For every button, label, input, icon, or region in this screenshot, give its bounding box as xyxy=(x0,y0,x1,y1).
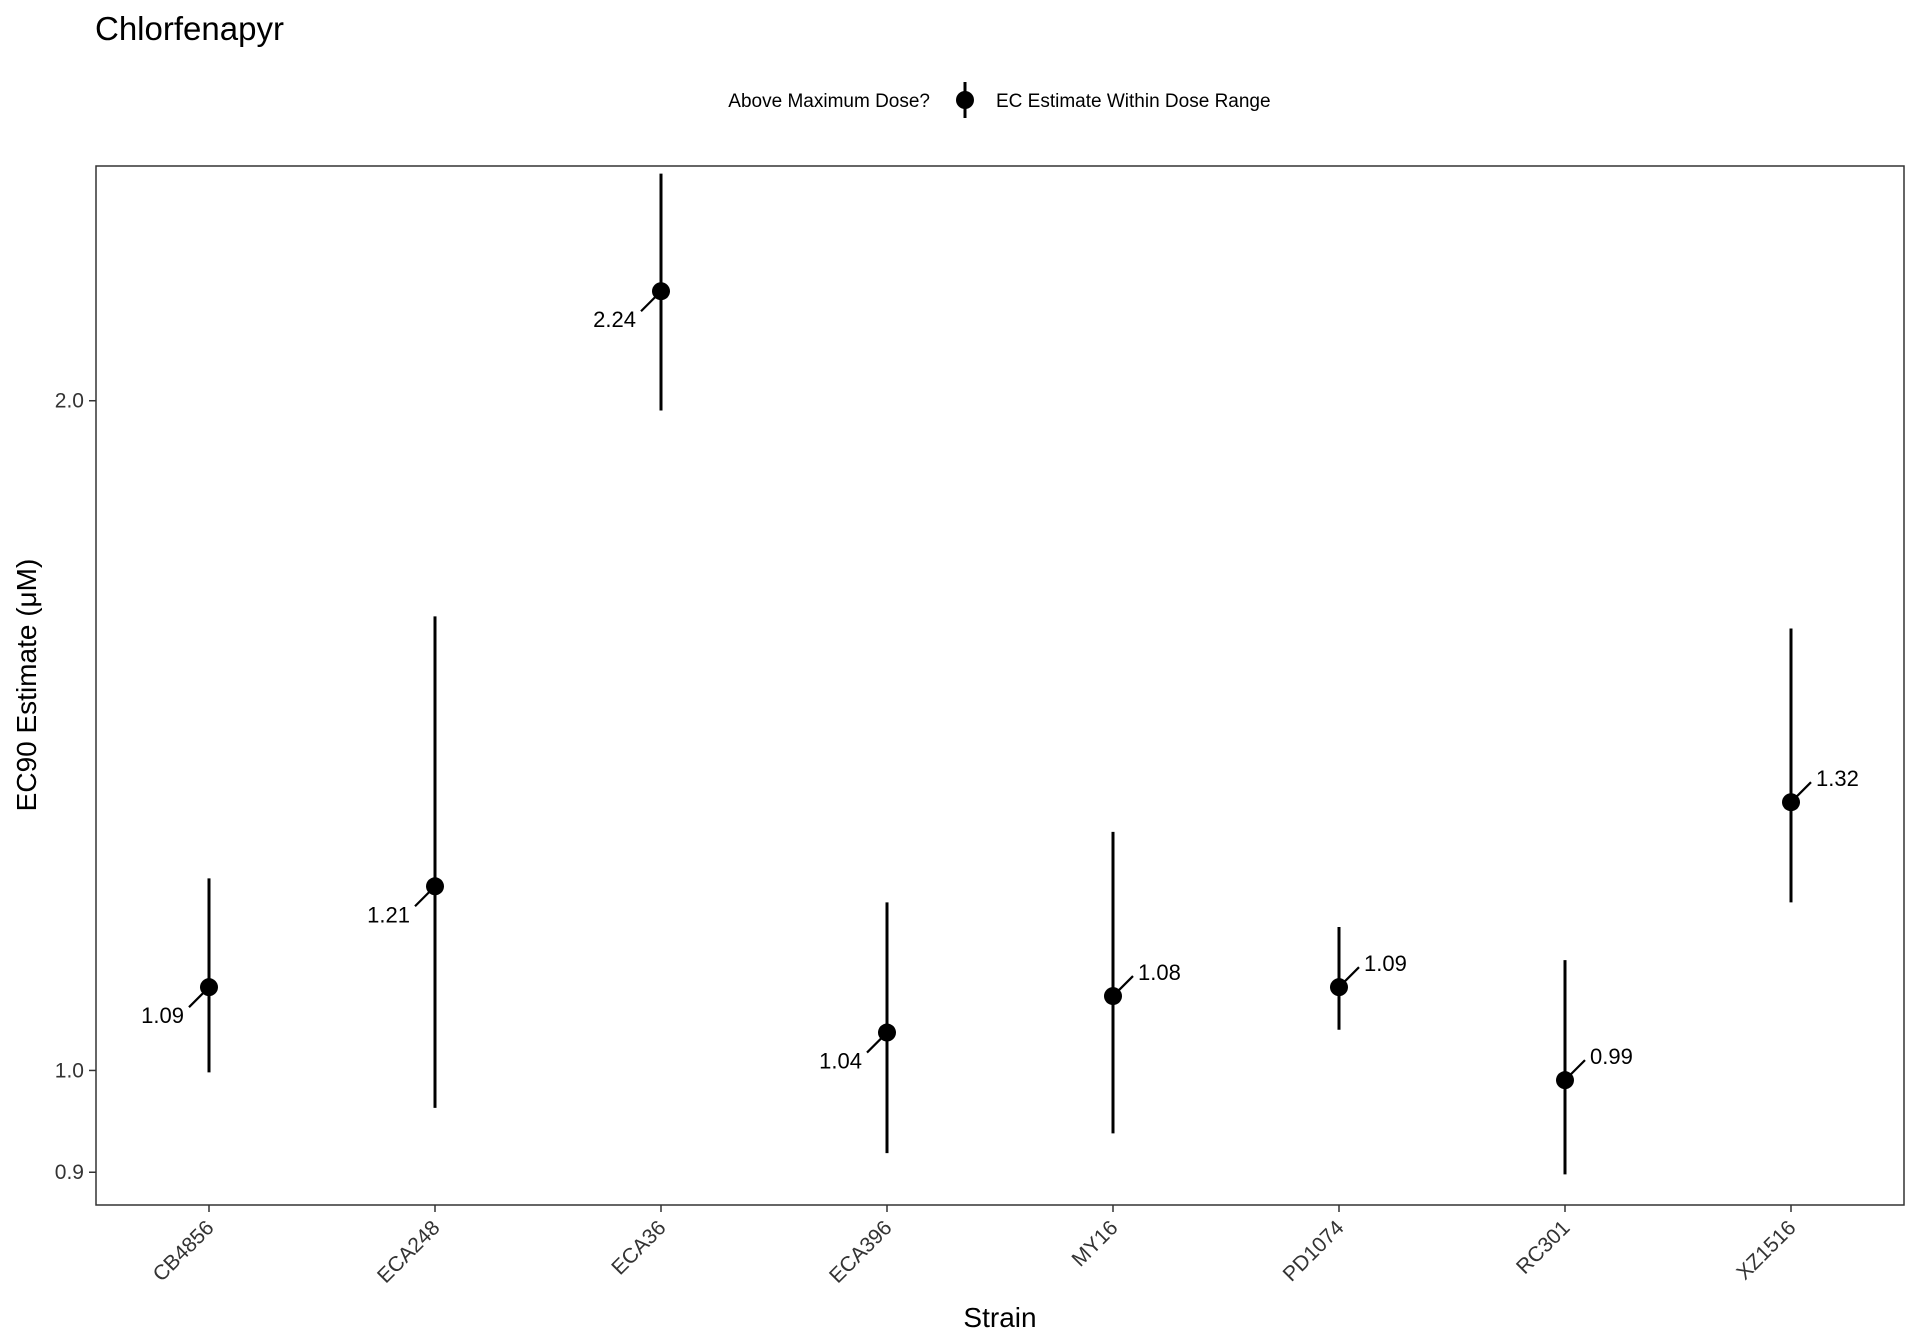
data-label: 0.99 xyxy=(1590,1044,1633,1069)
label-leader-line xyxy=(414,889,432,908)
chart-title: Chlorfenapyr xyxy=(95,10,284,47)
plot-panel xyxy=(95,165,1905,1206)
y-tick-label: 2.0 xyxy=(55,390,84,413)
x-tick-label: ECA396 xyxy=(825,1216,897,1288)
legend-entry-label: EC Estimate Within Dose Range xyxy=(996,91,1271,112)
x-axis: CB4856 ECA248 ECA36 ECA396 MY16 PD1074 RC301 XZ… xyxy=(149,1205,1801,1288)
data-label: 1.08 xyxy=(1138,960,1181,985)
label-leader-line xyxy=(1116,975,1134,993)
data-label: 2.24 xyxy=(593,307,636,332)
data-label: 1.09 xyxy=(1364,951,1407,976)
x-tick-label: ECA36 xyxy=(607,1216,670,1279)
x-axis-title: Strain xyxy=(963,1302,1036,1333)
label-leader-line xyxy=(640,294,658,313)
label-leader-line xyxy=(1794,781,1812,799)
y-tick-label: 0.9 xyxy=(55,1161,84,1184)
legend-title: Above Maximum Dose? xyxy=(728,91,930,112)
data-marks: 1.09 1.21 2.24 1.04 1.08 1.09 0.99 1.32 xyxy=(141,173,1859,1175)
label-leader-line xyxy=(1568,1059,1586,1077)
x-tick-label: MY16 xyxy=(1067,1216,1122,1271)
label-leader-line xyxy=(866,1035,884,1054)
data-label: 1.09 xyxy=(141,1003,184,1028)
y-tick-label: 1.0 xyxy=(55,1059,84,1082)
y-axis-title: EC90 Estimate (μM) xyxy=(11,559,42,812)
legend-key-point xyxy=(956,91,974,109)
legend: Above Maximum Dose? EC Estimate Within D… xyxy=(728,82,1271,118)
x-tick-label: ECA248 xyxy=(373,1216,445,1288)
x-tick-label: RC301 xyxy=(1512,1216,1574,1278)
label-leader-line xyxy=(1342,966,1360,984)
x-tick-label: CB4856 xyxy=(149,1216,219,1286)
x-tick-label: PD1074 xyxy=(1279,1216,1349,1286)
data-label: 1.04 xyxy=(819,1049,862,1074)
data-label: 1.32 xyxy=(1816,766,1859,791)
label-leader-line xyxy=(188,990,206,1008)
x-tick-label: XZ1516 xyxy=(1732,1216,1800,1284)
data-label: 1.21 xyxy=(367,902,410,927)
y-axis: 0.9 1.0 2.0 xyxy=(55,390,96,1184)
